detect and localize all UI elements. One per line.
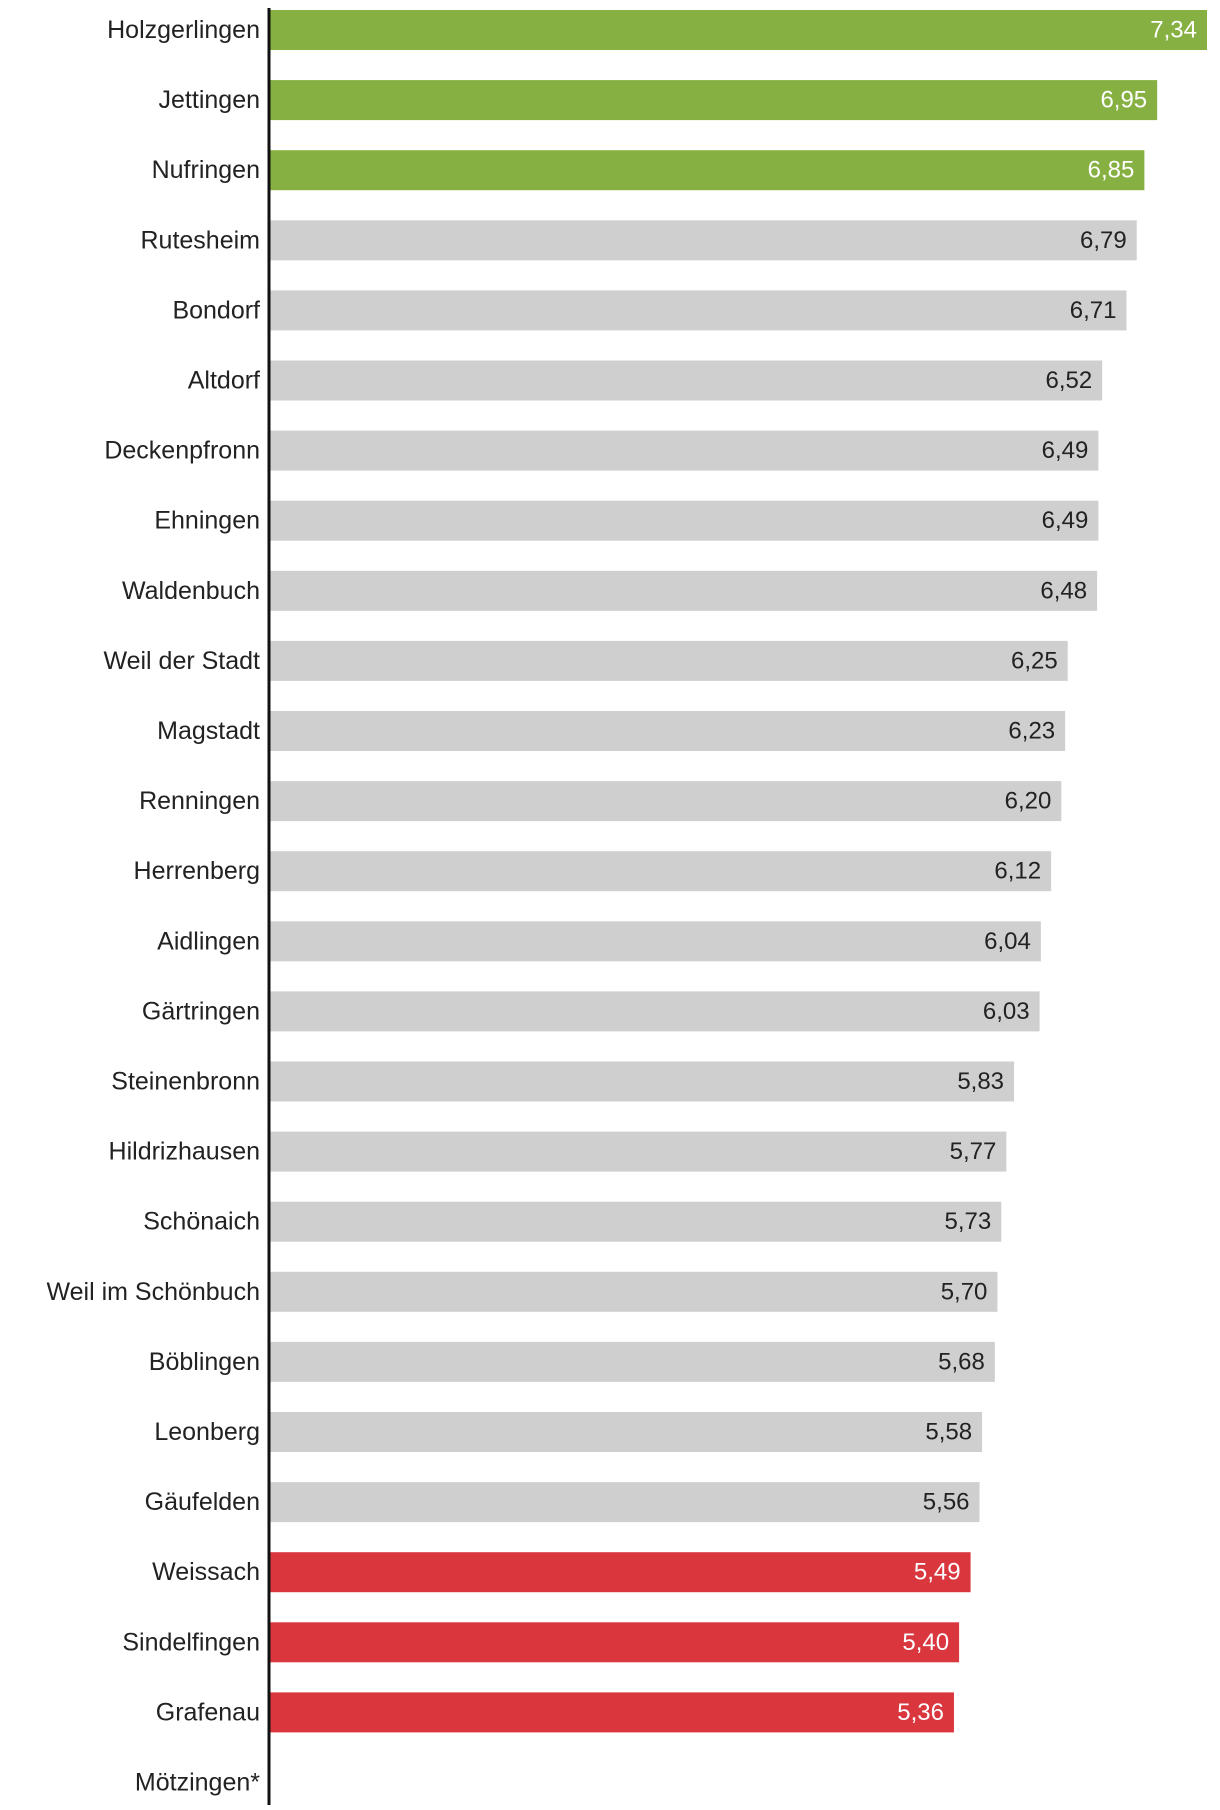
bar xyxy=(269,851,1052,892)
category-label: Rutesheim xyxy=(141,226,261,254)
bar xyxy=(269,921,1041,962)
value-label: 5,70 xyxy=(941,1278,988,1305)
bar xyxy=(269,570,1098,611)
category-label: Magstadt xyxy=(157,717,260,745)
bars-group xyxy=(269,10,1207,1733)
category-label: Herrenberg xyxy=(134,857,260,885)
value-label: 6,20 xyxy=(1005,788,1052,815)
value-label: 6,48 xyxy=(1040,577,1087,604)
bar xyxy=(269,500,1099,541)
bar xyxy=(269,430,1099,471)
bar xyxy=(269,1061,1015,1102)
value-label: 5,68 xyxy=(938,1348,985,1375)
value-label: 5,49 xyxy=(914,1559,961,1586)
value-label: 5,73 xyxy=(945,1208,992,1235)
value-label: 6,71 xyxy=(1070,297,1117,324)
value-label: 5,40 xyxy=(902,1629,949,1656)
category-label: Renningen xyxy=(139,787,260,815)
bar xyxy=(269,1482,980,1523)
category-label: Grafenau xyxy=(156,1698,260,1726)
category-label: Ehningen xyxy=(154,507,260,535)
category-label: Waldenbuch xyxy=(122,577,260,605)
value-label: 6,49 xyxy=(1042,437,1089,464)
value-label: 6,03 xyxy=(983,998,1030,1025)
category-label: Weissach xyxy=(152,1558,260,1586)
category-label: Böblingen xyxy=(149,1348,260,1376)
bar xyxy=(269,1552,971,1593)
value-label: 6,49 xyxy=(1042,507,1089,534)
value-label: 5,58 xyxy=(925,1419,972,1446)
category-label: Gäufelden xyxy=(145,1488,260,1516)
category-label: Deckenpfronn xyxy=(104,437,260,465)
bar xyxy=(269,150,1145,191)
bar xyxy=(269,1201,1002,1242)
value-label: 6,95 xyxy=(1100,87,1147,114)
category-labels-group: Holzgerlingen Jettingen Nufringen Rutesheim… xyxy=(46,16,260,1797)
category-label: Aidlingen xyxy=(157,927,260,955)
category-label: Weil der Stadt xyxy=(103,647,260,675)
value-label: 7,34 xyxy=(1150,17,1197,44)
value-label: 6,85 xyxy=(1088,157,1135,184)
category-label: Hildrizhausen xyxy=(109,1138,260,1166)
category-label: Altdorf xyxy=(188,367,260,395)
bar xyxy=(269,1131,1007,1172)
value-label: 6,25 xyxy=(1011,647,1058,674)
bar xyxy=(269,360,1103,401)
value-label: 6,04 xyxy=(984,928,1031,955)
category-label: Weil im Schönbuch xyxy=(46,1278,260,1306)
bar xyxy=(269,1341,995,1382)
category-label: Nufringen xyxy=(152,156,260,184)
bar xyxy=(269,290,1127,331)
bar xyxy=(269,220,1137,261)
category-label: Bondorf xyxy=(172,296,260,324)
value-label: 5,77 xyxy=(950,1138,997,1165)
bar xyxy=(269,1412,983,1452)
category-label: Schönaich xyxy=(143,1208,260,1236)
category-label: Sindelfingen xyxy=(122,1628,260,1656)
bar xyxy=(269,711,1066,751)
value-label: 6,23 xyxy=(1008,718,1055,745)
value-labels-group: 7,34 6,95 6,85 6,79 6,71 6,52 6,49 6,49 6,48 6,25… xyxy=(897,17,1197,1726)
value-label: 5,83 xyxy=(957,1068,1004,1095)
bar xyxy=(269,80,1158,121)
value-label: 6,52 xyxy=(1045,367,1092,394)
category-label: Leonberg xyxy=(154,1418,260,1446)
bar xyxy=(269,781,1062,822)
category-label: Mötzingen* xyxy=(135,1769,260,1797)
bar xyxy=(269,640,1068,681)
value-label: 5,56 xyxy=(923,1489,970,1516)
value-label: 6,79 xyxy=(1080,227,1127,254)
bar xyxy=(269,10,1207,50)
category-label: Gärtringen xyxy=(142,997,260,1025)
value-label: 5,36 xyxy=(897,1699,944,1726)
category-label: Steinenbronn xyxy=(111,1068,260,1096)
bar xyxy=(269,1622,960,1663)
value-label: 6,12 xyxy=(994,858,1041,885)
bar xyxy=(269,1271,998,1312)
bar xyxy=(269,1692,954,1733)
bar xyxy=(269,991,1040,1032)
category-label: Jettingen xyxy=(159,86,260,114)
category-label: Holzgerlingen xyxy=(107,16,260,44)
